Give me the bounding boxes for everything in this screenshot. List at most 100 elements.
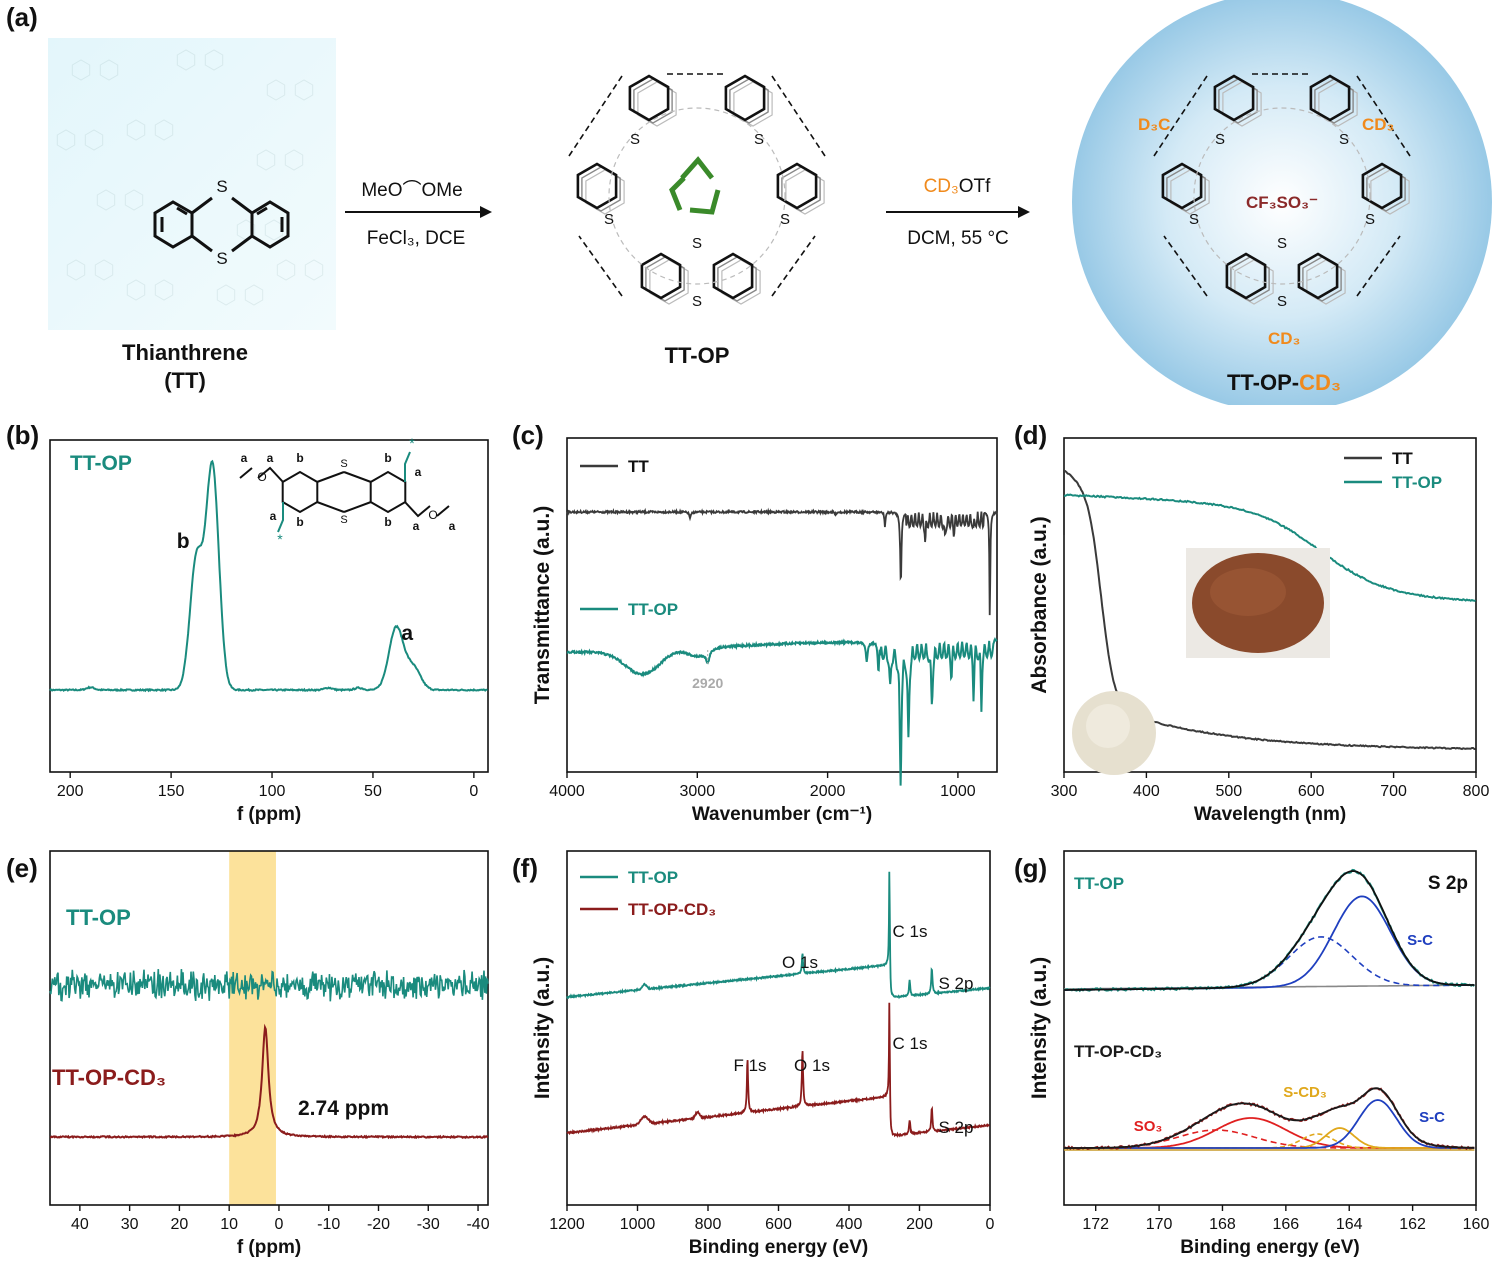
svg-text:S: S	[216, 177, 227, 196]
ring	[1314, 78, 1354, 124]
peak-label: O 1s	[794, 1056, 830, 1075]
ring	[640, 252, 682, 300]
dashed-linker	[771, 235, 816, 297]
x-tick-label: 30	[121, 1216, 139, 1233]
dashed-linker	[1163, 235, 1208, 297]
panel-label-g: (g)	[1014, 853, 1048, 883]
ring	[99, 59, 119, 81]
atom-assignment-label: a	[267, 451, 274, 465]
ring	[776, 162, 818, 210]
ring	[733, 81, 773, 127]
series-line-tt	[566, 507, 998, 616]
x-tick-label: -30	[417, 1216, 440, 1233]
x-tick-label: 3000	[680, 783, 716, 800]
sulfur-label: S	[340, 458, 347, 470]
peak-value-label: 2.74 ppm	[298, 1097, 389, 1120]
sulfur-label: S	[754, 131, 764, 148]
legend-label-tt-op: TT-OP	[628, 868, 678, 887]
ring	[126, 279, 146, 301]
plot-frame	[1063, 437, 1477, 773]
ring	[712, 252, 754, 300]
series-label-tt-op-cd3: TT-OP-CD₃	[1074, 1042, 1162, 1061]
cd3-label-right: CD₃	[1362, 115, 1394, 134]
step2-reagent-otf: OTf	[959, 176, 991, 197]
atom-assignment-label: a	[449, 519, 456, 533]
oxygen-label: O	[257, 470, 266, 484]
ring	[721, 259, 761, 305]
cd3-label-bottom: CD₃	[1268, 329, 1300, 348]
dashed-linker	[1356, 75, 1411, 157]
ring	[1302, 256, 1342, 302]
sulfur-label: S	[1339, 131, 1349, 148]
bond	[343, 471, 372, 483]
step2-reagent-cd3: CD₃	[924, 176, 959, 197]
ring	[304, 259, 324, 281]
ring	[785, 169, 825, 215]
x-tick-label: 200	[906, 1216, 933, 1233]
ring	[1170, 169, 1210, 215]
plot-frame	[49, 439, 489, 773]
ring	[576, 162, 618, 210]
svg-text:S: S	[216, 249, 227, 268]
ring	[729, 78, 769, 124]
x-axis-label: Wavenumber (cm⁻¹)	[692, 804, 872, 825]
chart-e-svg: 40 30 20 10 0 -10 -20 -30 -40 f (ppm) TT-OP TT-OP-C…	[49, 850, 490, 1258]
ring	[581, 166, 621, 212]
recycle-icon	[669, 156, 721, 215]
end-group-star: *	[409, 435, 415, 451]
counterion: CF₃SO₃⁻	[1246, 193, 1318, 212]
step1-reagent: MeO⌒OMe	[361, 179, 462, 201]
atom-assignment-label: b	[296, 515, 303, 529]
sulfur-label: S	[1215, 131, 1225, 148]
ring	[256, 149, 276, 171]
x-tick-label: 1000	[940, 783, 976, 800]
x-tick-label: 800	[1463, 783, 1490, 800]
svg-text:TT-OP-CD₃: TT-OP-CD₃	[1227, 370, 1341, 395]
x-tick-label: 600	[765, 1216, 792, 1233]
sulfur-label: S	[630, 131, 640, 148]
x-tick-label: 2000	[810, 783, 846, 800]
plot-frame	[49, 850, 489, 1206]
x-axis-label: Binding energy (eV)	[1180, 1237, 1359, 1258]
series-line-tt-op-cd3	[49, 1023, 489, 1140]
ring	[266, 79, 286, 101]
series-line-tt-op	[49, 969, 489, 1002]
ring	[124, 189, 144, 211]
series-label-tt-op-cd3: TT-OP-CD₃	[52, 1065, 166, 1090]
pore-outline	[608, 107, 786, 285]
component-label-s-cd3: S-CD₃	[1283, 1084, 1327, 1101]
sulfur-label: S	[1189, 211, 1199, 228]
series-label-tt-op: TT-OP	[70, 452, 132, 475]
ring	[96, 189, 116, 211]
ring	[126, 119, 146, 141]
legend-label-tt-op: TT-OP	[628, 600, 678, 619]
series-label-tt-op: TT-OP	[1074, 874, 1124, 893]
ring	[1297, 252, 1339, 300]
x-axis-label: Binding energy (eV)	[689, 1237, 868, 1258]
x-tick-label: 0	[986, 1216, 995, 1233]
oxygen-label: O	[428, 508, 437, 522]
benzene-ring	[281, 470, 319, 514]
ring	[1318, 81, 1358, 127]
panel-label-f: (f)	[512, 853, 538, 883]
panel-f: 1200 1000 800 600 400 200 0 Binding energy (eV)…	[500, 845, 1000, 1260]
panel-d: 300 400 500 600 700 800 Wavelength (nm) Absorba…	[1000, 420, 1499, 840]
product1-label: TT-OP	[665, 343, 730, 368]
ring	[204, 49, 224, 71]
panel-label-b: (b)	[6, 420, 40, 450]
legend-label-tt-op-cd3: TT-OP-CD₃	[628, 900, 716, 919]
x-tick-label: 600	[1298, 783, 1325, 800]
component-label-s-c: S-C	[1407, 932, 1433, 949]
step1-conditions: FeCl₃, DCE	[367, 228, 466, 249]
panel-e: 40 30 20 10 0 -10 -20 -30 -40 f (ppm) TT-OP TT-OP-C…	[0, 845, 500, 1260]
sulfur-label: S	[692, 235, 702, 252]
dashed-linker	[568, 75, 623, 157]
x-tick-label: 0	[469, 783, 478, 800]
panel-label-c: (c)	[512, 420, 544, 450]
component-s-cd3-dashed	[1064, 1133, 1475, 1149]
peak-label: C 1s	[893, 1034, 928, 1053]
x-tick-label: 40	[71, 1216, 89, 1233]
thianthrene-structure	[153, 196, 290, 253]
x-tick-label: -40	[466, 1216, 489, 1233]
x-axis-label: f (ppm)	[237, 1237, 301, 1258]
